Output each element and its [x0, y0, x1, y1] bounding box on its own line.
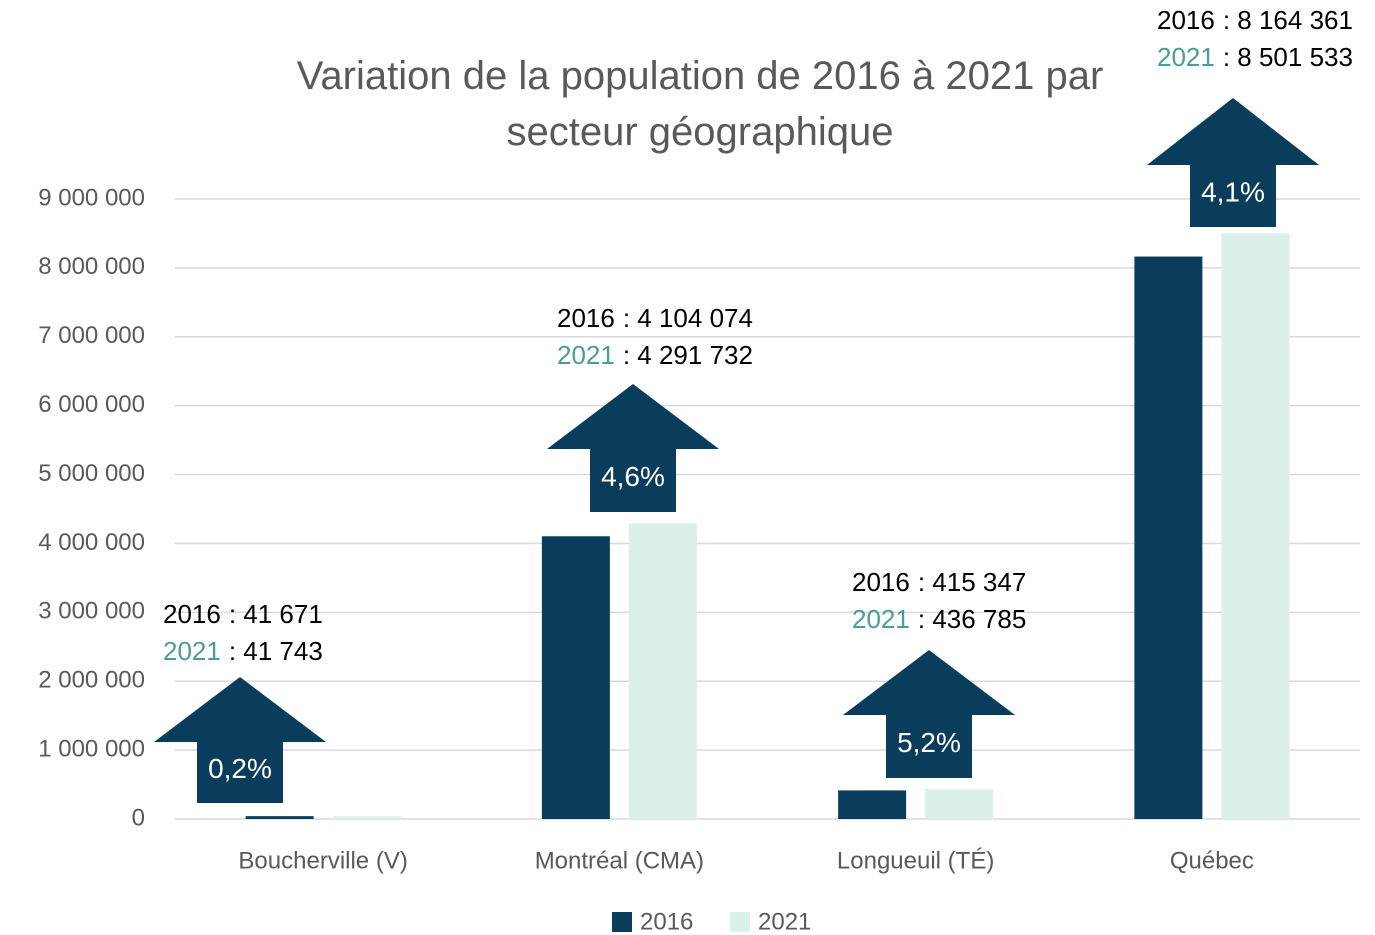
x-tick-label: Québec — [1170, 847, 1254, 874]
data-label-value: : 41 743 — [229, 636, 323, 666]
x-tick-label: Boucherville (V) — [238, 847, 407, 874]
bar — [332, 816, 401, 819]
y-tick-label: 4 000 000 — [38, 529, 145, 556]
bar — [838, 790, 907, 819]
data-label-value: : 436 785 — [918, 604, 1026, 634]
y-tick-label: 3 000 000 — [38, 598, 145, 625]
y-tick-label: 1 000 000 — [38, 735, 145, 762]
y-tick-label: 9 000 000 — [38, 184, 145, 211]
arrow — [547, 384, 719, 512]
change-label: 4,1% — [1201, 176, 1265, 207]
bar — [245, 816, 314, 819]
data-label-series: 2016 — [852, 567, 910, 597]
y-tick-label: 8 000 000 — [38, 253, 145, 280]
x-tick-label: Montréal (CMA) — [535, 847, 704, 874]
data-label-series: 2016 — [557, 303, 615, 333]
chart-title: Variation de la population de 2016 à 202… — [296, 54, 1104, 154]
data-label: 2016 : 8 164 361 — [1157, 5, 1353, 35]
data-label: 2021 : 4 291 732 — [557, 340, 753, 370]
bar — [1221, 233, 1290, 819]
data-label-value: : 8 164 361 — [1223, 5, 1353, 35]
arrow — [1147, 98, 1319, 227]
y-tick-label: 7 000 000 — [38, 322, 145, 349]
data-label-value: : 41 671 — [229, 599, 323, 629]
data-label: 2016 : 415 347 — [852, 567, 1026, 597]
data-label: 2021 : 8 501 533 — [1157, 42, 1353, 72]
bar — [628, 523, 697, 819]
data-label-value: : 4 291 732 — [623, 340, 753, 370]
data-label-series: 2021 — [557, 340, 615, 370]
change-label: 5,2% — [897, 727, 961, 758]
legend-swatch — [730, 912, 750, 932]
bar — [541, 536, 610, 819]
legend-label: 2021 — [758, 908, 811, 935]
arrow — [154, 677, 326, 803]
change-label: 0,2% — [208, 753, 272, 784]
data-label: 2021 : 41 743 — [163, 636, 323, 666]
data-label-series: 2021 — [852, 604, 910, 634]
bar — [1134, 256, 1203, 819]
data-label: 2016 : 41 671 — [163, 599, 323, 629]
data-label: 2016 : 4 104 074 — [557, 303, 753, 333]
data-label-series: 2016 — [163, 599, 221, 629]
data-label-value: : 8 501 533 — [1223, 42, 1353, 72]
data-label-series: 2021 — [163, 636, 221, 666]
x-tick-label: Longueuil (TÉ) — [837, 847, 994, 874]
data-label: 2021 : 436 785 — [852, 604, 1026, 634]
data-label-value: : 415 347 — [918, 567, 1026, 597]
y-tick-label: 5 000 000 — [38, 460, 145, 487]
legend-swatch — [612, 912, 632, 932]
y-tick-label: 0 — [132, 804, 145, 831]
y-tick-label: 2 000 000 — [38, 667, 145, 694]
data-label-series: 2016 — [1157, 5, 1215, 35]
y-tick-label: 6 000 000 — [38, 391, 145, 418]
change-label: 4,6% — [601, 461, 665, 492]
data-label-series: 2021 — [1157, 42, 1215, 72]
bar — [925, 788, 994, 819]
arrow — [843, 650, 1015, 778]
legend-label: 2016 — [640, 908, 693, 935]
data-label-value: : 4 104 074 — [623, 303, 753, 333]
